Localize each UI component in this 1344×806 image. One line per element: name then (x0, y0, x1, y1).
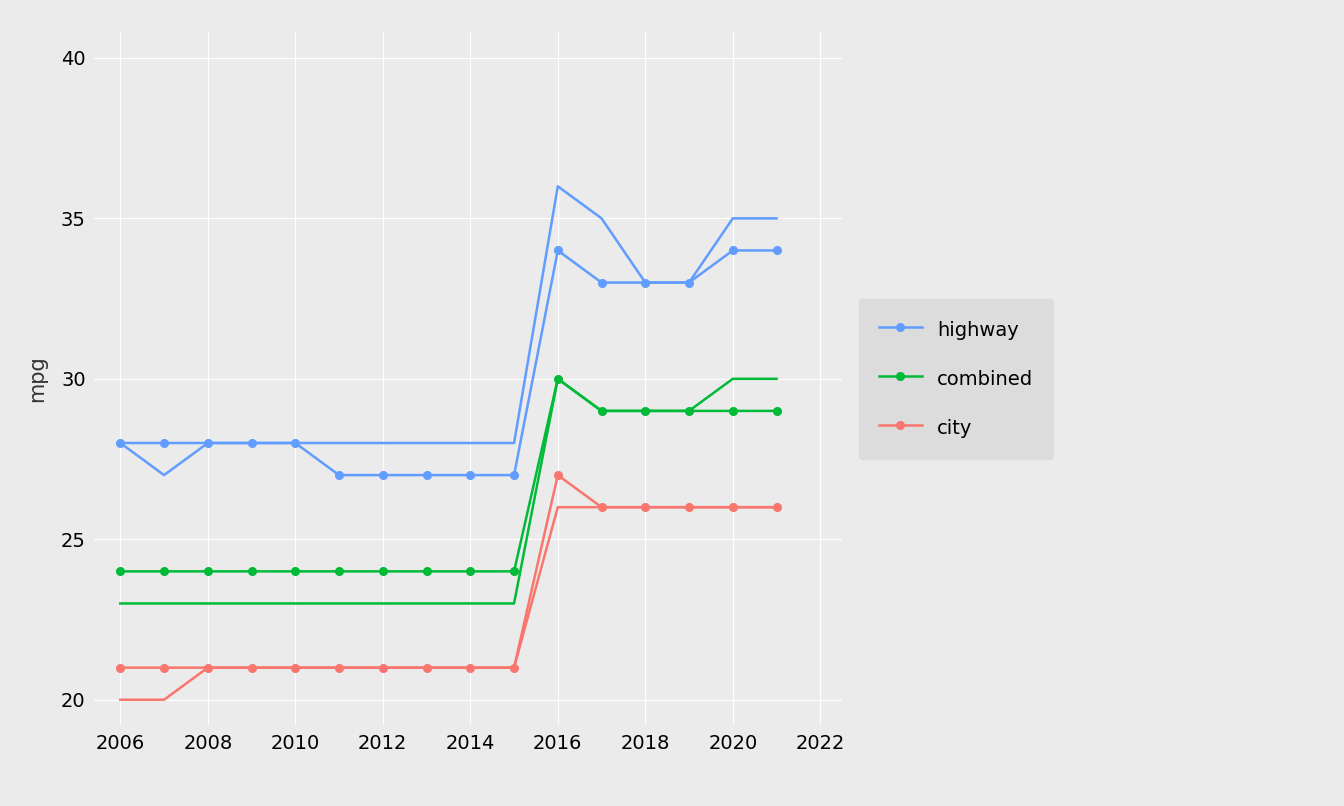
Legend: highway, combined, city: highway, combined, city (859, 298, 1052, 459)
Y-axis label: mpg: mpg (27, 355, 47, 402)
